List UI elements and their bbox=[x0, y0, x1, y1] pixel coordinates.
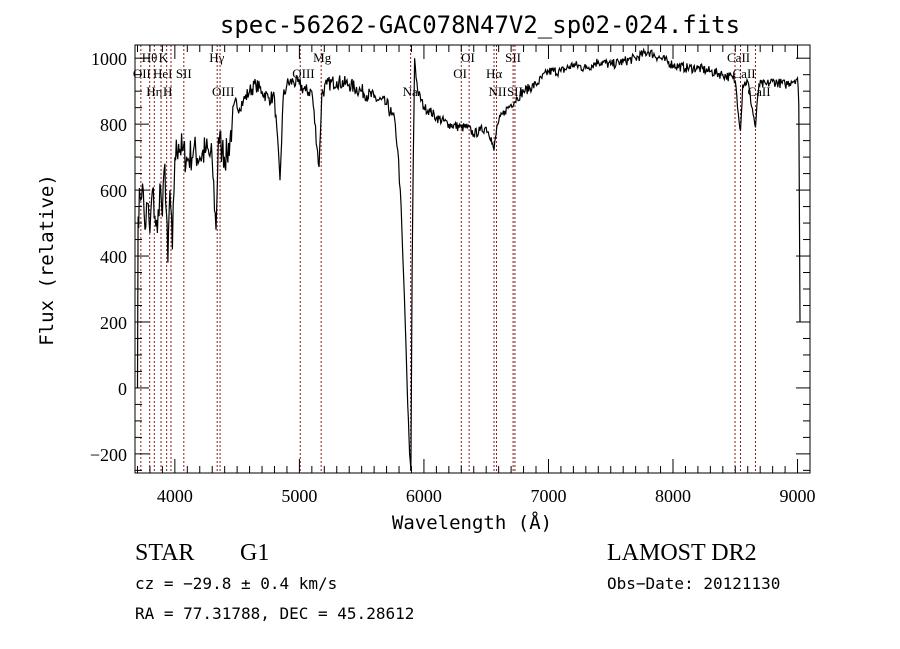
line-marker-label: NII bbox=[489, 84, 507, 99]
line-marker-label: Hη bbox=[146, 84, 162, 99]
x-tick-label: 8000 bbox=[655, 486, 691, 506]
survey-label: LAMOST DR2 bbox=[607, 540, 757, 566]
object-subclass: G1 bbox=[240, 540, 269, 566]
x-tick-label: 7000 bbox=[530, 486, 566, 506]
chart-title: spec-56262-GAC078N47V2_sp02-024.fits bbox=[220, 11, 740, 39]
line-marker-label: OIII bbox=[212, 84, 234, 99]
line-marker-label: CaII bbox=[747, 84, 770, 99]
obs-date-text: Obs−Date: 20121130 bbox=[607, 574, 780, 593]
line-marker-label: Hγ bbox=[209, 50, 224, 65]
y-tick-label: 200 bbox=[100, 313, 127, 333]
y-tick-label: −200 bbox=[90, 445, 127, 465]
x-axis-label: Wavelength (Å) bbox=[392, 511, 552, 534]
y-tick-label: 800 bbox=[100, 115, 127, 135]
line-marker-label: Hθ bbox=[142, 50, 158, 65]
y-tick-label: 1000 bbox=[91, 49, 127, 69]
line-marker-label: SII bbox=[507, 84, 523, 99]
line-marker-label: OI bbox=[453, 66, 467, 81]
object-class: STAR bbox=[135, 540, 194, 566]
line-markers: OIIHθHηHeIKHSIIHγOIIIOIIIMgNaOIOIHαNIISI… bbox=[133, 45, 771, 473]
line-marker-label: Na bbox=[403, 84, 418, 99]
line-marker-label: CaII bbox=[733, 66, 756, 81]
x-tick-label: 9000 bbox=[780, 486, 816, 506]
y-axis-label: Flux (relative) bbox=[36, 174, 58, 346]
line-marker-label: OII bbox=[133, 66, 151, 81]
axes: 4000 5000 6000 7000 8000 9000 −200 0 200 400 600 80… bbox=[90, 44, 816, 506]
coordinates-text: RA = 77.31788, DEC = 45.28612 bbox=[135, 604, 414, 623]
line-marker-label: Hα bbox=[486, 66, 502, 81]
line-marker-label: SII bbox=[176, 66, 192, 81]
line-marker-label: H bbox=[163, 84, 172, 99]
line-marker-label: K bbox=[159, 50, 169, 65]
x-tick-label: 6000 bbox=[406, 486, 442, 506]
series-layer bbox=[136, 47, 801, 471]
y-tick-label: 400 bbox=[100, 247, 127, 267]
line-marker-label: OI bbox=[461, 50, 475, 65]
line-marker-label: SII bbox=[505, 50, 521, 65]
x-tick-label: 4000 bbox=[157, 486, 193, 506]
line-marker-label: CaII bbox=[727, 50, 750, 65]
line-marker-label: OIII bbox=[292, 66, 314, 81]
y-tick-label: 600 bbox=[100, 181, 127, 201]
spectrum-line bbox=[136, 47, 801, 471]
redshift-text: cz = −29.8 ± 0.4 km/s bbox=[135, 574, 337, 593]
x-tick-label: 5000 bbox=[281, 486, 317, 506]
line-marker-label: HeI bbox=[153, 66, 173, 81]
plot-frame bbox=[134, 44, 811, 474]
y-tick-label: 0 bbox=[118, 379, 127, 399]
line-marker-label: Mg bbox=[313, 50, 332, 65]
